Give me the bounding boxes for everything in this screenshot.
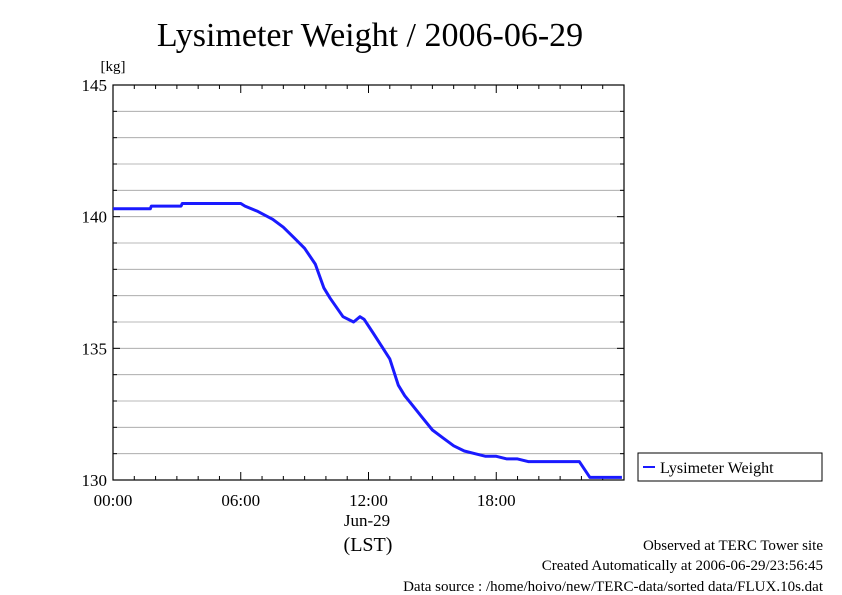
series-layer [113,202,622,479]
footer-source: Data source : /home/hoivo/new/TERC-data/… [403,579,824,595]
x-tick-label: 18:00 [477,491,516,510]
chart-title: Lysimeter Weight / 2006-06-29 [157,17,583,54]
legend-box [637,452,823,482]
legend-label: Lysimeter Weight [660,460,774,477]
y-tick-label: 145 [82,76,108,95]
series-line-0 [113,202,622,479]
axis-ticks [112,84,625,481]
x-tick-label: 12:00 [349,491,388,510]
grid [113,110,624,455]
plot-frame [112,84,625,481]
y-tick-label: 135 [82,339,108,358]
y-tick-labels: 130 135 140 145 [82,76,108,490]
x-tick-label: 06:00 [221,491,260,510]
x-date-label: Jun-29 [344,511,390,530]
legend: Lysimeter Weight [637,452,823,482]
footer-observed: Observed at TERC Tower site [643,538,823,554]
y-axis-label: [kg] [101,59,126,75]
footer-created: Created Automatically at 2006-06-29/23:5… [542,558,823,574]
y-tick-label: 140 [82,208,108,227]
x-tick-label: 00:00 [94,491,133,510]
x-axis-label: (LST) [344,534,393,556]
y-tick-label: 130 [82,471,108,490]
x-tick-labels: 00:00 06:00 12:00 18:00 [94,491,516,510]
